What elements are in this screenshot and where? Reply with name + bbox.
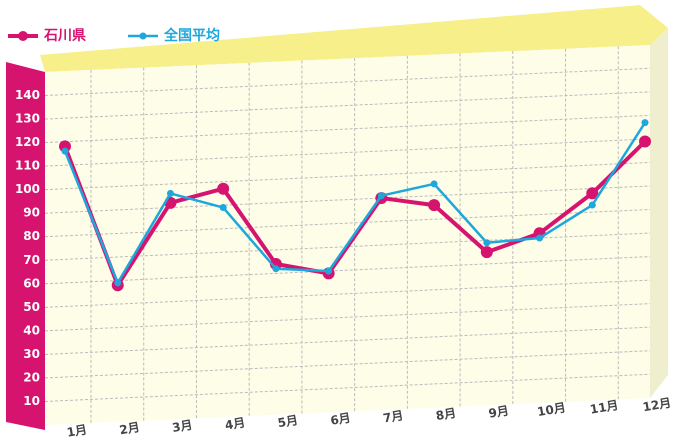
point: [588, 201, 596, 209]
y-tick-label: 40: [23, 323, 40, 337]
grid-line: [44, 350, 651, 379]
y-tick-label: 70: [23, 253, 40, 267]
point: [483, 239, 491, 247]
y-tick-label: 60: [23, 276, 40, 290]
point: [114, 279, 122, 287]
point: [641, 119, 649, 127]
point: [166, 189, 174, 197]
y-tick-label: 80: [23, 229, 40, 243]
x-tick-label: 11月: [589, 398, 620, 417]
legend-marker: [139, 32, 147, 40]
point: [639, 135, 651, 148]
y-tick-label: 130: [15, 112, 40, 126]
x-tick-label: 9月: [487, 403, 509, 420]
y-tick-label: 30: [23, 347, 40, 361]
series-line: [63, 140, 647, 288]
legend-marker: [18, 31, 28, 41]
grid-line: [44, 91, 651, 120]
point: [377, 192, 385, 200]
y-tick-label: 140: [15, 88, 40, 102]
grid-line: [44, 185, 651, 214]
grid-line: [44, 256, 651, 285]
point: [325, 267, 333, 275]
y-tick-label: 110: [15, 159, 40, 173]
x-tick-label: 6月: [329, 411, 351, 428]
y-axis-band: [6, 62, 45, 430]
legend: 石川県 全国平均: [8, 27, 220, 44]
point: [219, 204, 227, 212]
point: [586, 187, 599, 200]
grid: 10 20 30 40 50 60 70 80 90 100 110 120 130 140 1月 2月 3月 4…: [15, 46, 672, 440]
point: [61, 147, 69, 155]
point: [536, 234, 544, 242]
x-tick-label: 5月: [277, 413, 299, 430]
panel-side: [650, 28, 668, 398]
x-tick-label: 4月: [224, 415, 246, 432]
x-tick-label: 2月: [118, 420, 140, 437]
grid-line: [44, 303, 651, 332]
y-tick-label: 90: [23, 206, 40, 220]
x-tick-label: 3月: [171, 418, 193, 435]
grid-line: [44, 114, 651, 144]
panel-top: [40, 5, 668, 72]
legend-label: 全国平均: [163, 27, 220, 44]
y-tick-label: 10: [23, 394, 40, 408]
x-tick-label: 12月: [642, 396, 673, 415]
x-tick-label: 8月: [435, 406, 457, 423]
series-line: [63, 121, 647, 285]
grid-line: [44, 138, 651, 167]
point: [480, 246, 493, 259]
grid-line: [44, 161, 651, 191]
y-tick-label: 20: [23, 370, 40, 384]
x-tick-label: 7月: [382, 408, 404, 425]
plot: [59, 119, 651, 292]
y-tick-label: 100: [15, 182, 40, 196]
y-tick-label: 120: [15, 135, 40, 149]
legend-label: 石川県: [43, 28, 86, 44]
point: [428, 199, 441, 212]
grid-line: [44, 209, 651, 238]
point: [272, 265, 280, 273]
grid-line: [44, 67, 651, 97]
point: [430, 180, 438, 188]
point: [217, 182, 230, 195]
x-tick-label: 1月: [66, 422, 88, 439]
grid-line: [44, 279, 651, 308]
grid-line: [44, 373, 651, 402]
x-tick-label: 10月: [536, 400, 567, 419]
panel-face: [45, 45, 650, 425]
grid-line: [44, 326, 651, 355]
y-tick-label: 50: [23, 300, 40, 314]
